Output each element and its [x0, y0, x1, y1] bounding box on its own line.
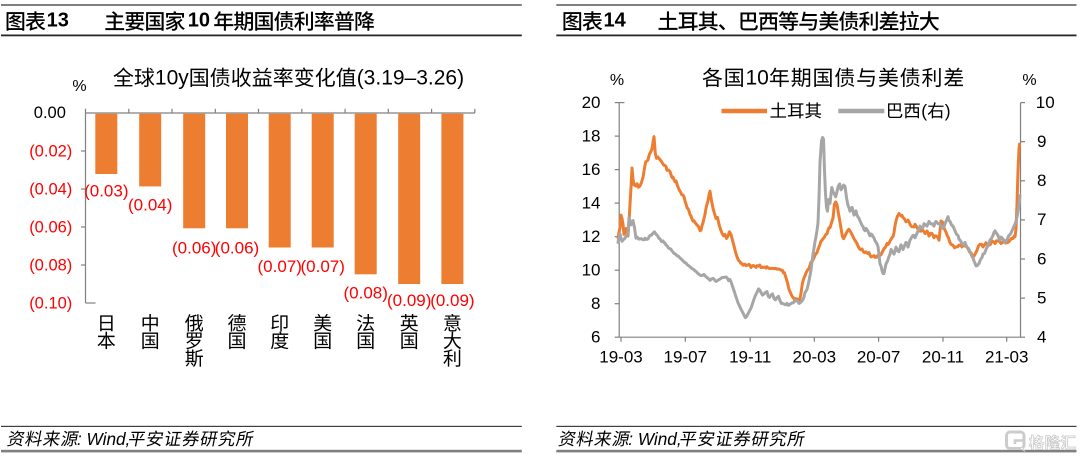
- svg-text:): ): [945, 101, 951, 121]
- svg-text:(0.07): (0.07): [257, 257, 301, 276]
- svg-text:4: 4: [1037, 328, 1046, 347]
- svg-text:%: %: [72, 78, 86, 95]
- svg-text:(: (: [921, 101, 927, 121]
- svg-text:(0.08): (0.08): [29, 257, 72, 275]
- svg-text:16: 16: [582, 160, 601, 179]
- svg-text:10y: 10y: [155, 66, 189, 89]
- svg-text:8: 8: [1037, 171, 1046, 190]
- svg-text:14: 14: [582, 193, 601, 212]
- svg-text:12: 12: [582, 227, 601, 246]
- svg-text:10: 10: [1036, 93, 1055, 112]
- svg-text:19-03: 19-03: [599, 348, 642, 367]
- svg-text:(0.08): (0.08): [343, 283, 387, 302]
- svg-text:20-03: 20-03: [793, 348, 836, 367]
- svg-text:%: %: [1022, 72, 1036, 89]
- svg-text:(0.02): (0.02): [29, 143, 72, 161]
- svg-text:(0.07): (0.07): [300, 257, 344, 276]
- svg-text:(0.09): (0.09): [387, 291, 431, 310]
- svg-text:21-03: 21-03: [985, 348, 1028, 367]
- svg-text:20-11: 20-11: [922, 348, 964, 367]
- svg-text:(0.06): (0.06): [172, 238, 216, 257]
- svg-text:19-07: 19-07: [664, 348, 707, 367]
- svg-text:10: 10: [188, 9, 210, 31]
- svg-text:19-11: 19-11: [729, 348, 771, 367]
- svg-text:(0.06): (0.06): [215, 238, 259, 257]
- svg-text:7: 7: [1037, 210, 1046, 229]
- svg-text:(0.10): (0.10): [29, 295, 72, 313]
- svg-text:(0.04): (0.04): [128, 195, 172, 214]
- svg-text:(0.06): (0.06): [29, 219, 72, 237]
- svg-text:6: 6: [591, 328, 600, 347]
- svg-text:9: 9: [1037, 132, 1046, 151]
- svg-text:5: 5: [1037, 288, 1046, 307]
- svg-text:13: 13: [47, 9, 69, 31]
- svg-text:: Wind,: : Wind,: [628, 429, 681, 449]
- svg-text:18: 18: [582, 126, 601, 145]
- svg-text:(3.19–3.26): (3.19–3.26): [357, 66, 464, 89]
- svg-text:(0.03): (0.03): [84, 182, 128, 201]
- svg-text:: Wind,: : Wind,: [77, 429, 130, 449]
- svg-text:8: 8: [591, 294, 600, 313]
- svg-text:(0.04): (0.04): [29, 181, 72, 199]
- svg-text:(0.09): (0.09): [430, 291, 474, 310]
- svg-text:10: 10: [746, 66, 769, 89]
- svg-text:10: 10: [582, 261, 601, 280]
- svg-text:20-07: 20-07: [857, 348, 900, 367]
- svg-text:%: %: [610, 72, 624, 89]
- svg-text:14: 14: [604, 9, 627, 31]
- svg-text:0.00: 0.00: [34, 104, 66, 122]
- svg-text:20: 20: [582, 93, 601, 112]
- svg-text:6: 6: [1037, 249, 1046, 268]
